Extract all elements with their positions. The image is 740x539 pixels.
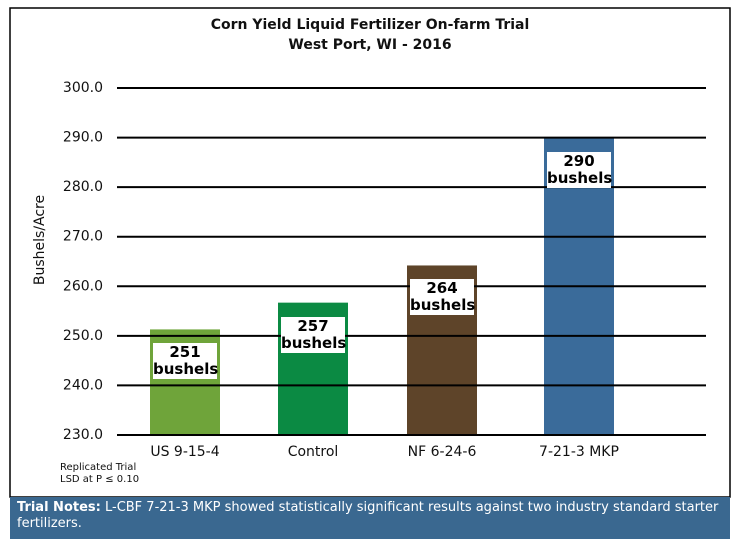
chart-title: Corn Yield Liquid Fertilizer On-farm Tri… (211, 17, 530, 33)
y-tick-label: 290.0 (63, 130, 103, 146)
chart-subtitle: West Port, WI - 2016 (288, 37, 451, 53)
y-tick-label: 230.0 (63, 427, 103, 443)
x-tick-label: NF 6-24-6 (408, 444, 477, 460)
chart-border (9, 7, 731, 498)
y-tick-label: 240.0 (63, 377, 103, 393)
notes-text: L-CBF 7-21-3 MKP showed statistically si… (17, 500, 719, 531)
annotation: Replicated Trial (60, 462, 136, 473)
y-tick-label: 250.0 (63, 328, 103, 344)
annotation: LSD at P ≤ 0.10 (60, 474, 139, 485)
y-tick-label: 280.0 (63, 179, 103, 195)
y-tick-label: 300.0 (63, 80, 103, 96)
value-label: 251 bushels (153, 343, 219, 380)
y-tick-label: 260.0 (63, 278, 103, 294)
value-label: 264 bushels (410, 279, 476, 316)
trial-notes: Trial Notes: L-CBF 7-21-3 MKP showed sta… (10, 497, 730, 539)
x-tick-label: Control (288, 444, 339, 460)
y-tick-label: 270.0 (63, 229, 103, 245)
value-label: 257 bushels (281, 316, 347, 353)
x-tick-label: 7-21-3 MKP (539, 444, 619, 460)
y-axis-label: Bushels/Acre (32, 195, 48, 285)
value-label: 290 bushels (547, 151, 613, 188)
x-tick-label: US 9-15-4 (150, 444, 219, 460)
notes-label: Trial Notes: (17, 500, 101, 515)
